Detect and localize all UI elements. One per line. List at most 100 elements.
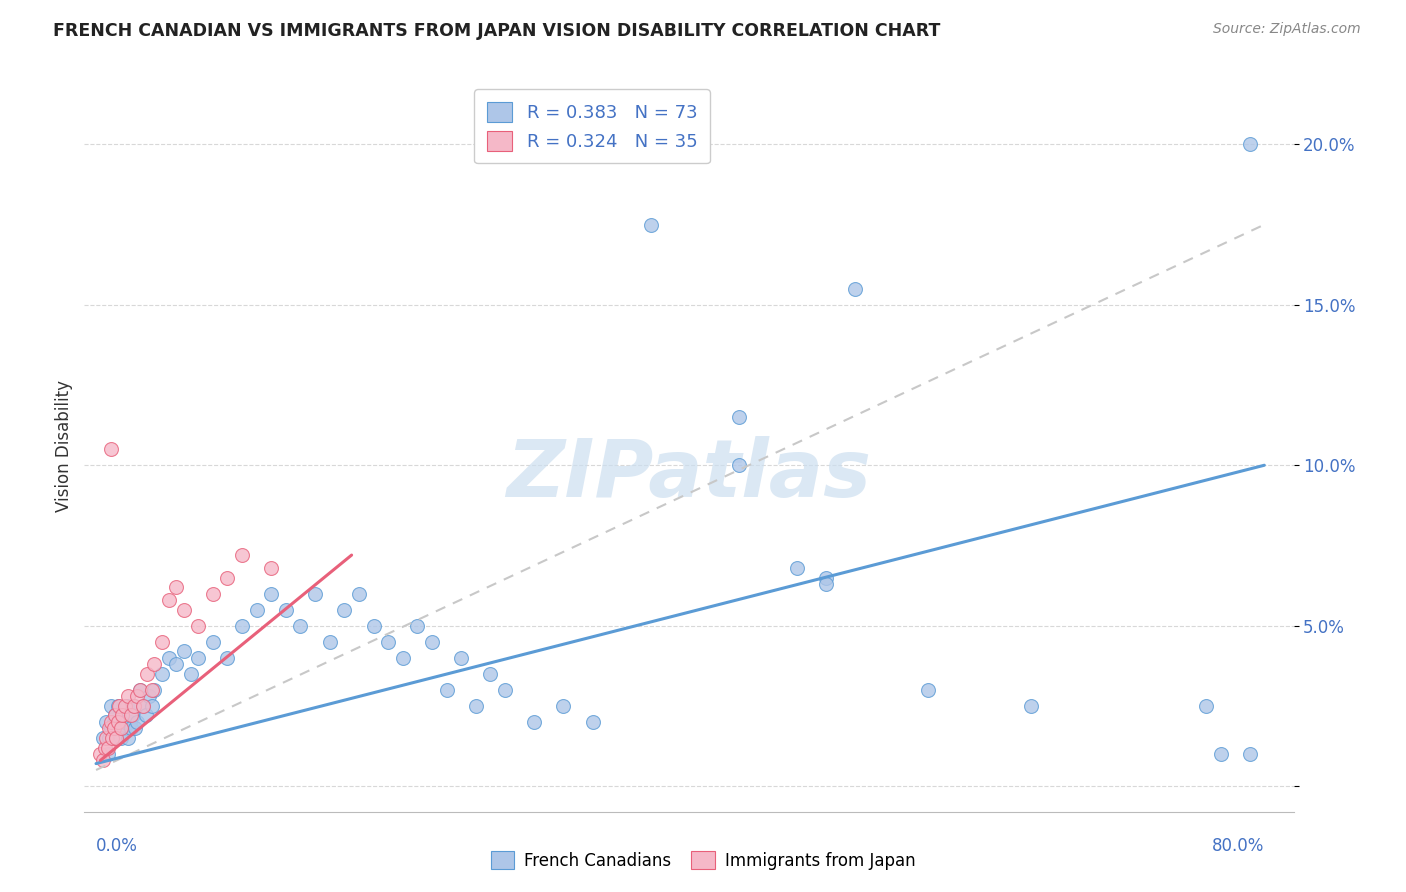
Point bbox=[100, 698, 122, 713]
Point bbox=[111, 708, 134, 723]
Point bbox=[420, 634, 443, 648]
Point bbox=[121, 708, 143, 723]
Point bbox=[98, 721, 121, 735]
Y-axis label: Vision Disability: Vision Disability bbox=[55, 380, 73, 512]
Point bbox=[165, 580, 187, 594]
Point bbox=[180, 666, 202, 681]
Point bbox=[100, 714, 122, 729]
Point bbox=[111, 708, 134, 723]
Point bbox=[112, 721, 135, 735]
Point bbox=[844, 282, 866, 296]
Point bbox=[98, 731, 121, 745]
Point bbox=[141, 682, 163, 697]
Point bbox=[114, 698, 136, 713]
Point bbox=[141, 698, 163, 713]
Legend: French Canadians, Immigrants from Japan: French Canadians, Immigrants from Japan bbox=[484, 845, 922, 877]
Point bbox=[201, 634, 224, 648]
Point bbox=[523, 714, 546, 729]
Text: FRENCH CANADIAN VS IMMIGRANTS FROM JAPAN VISION DISABILITY CORRELATION CHART: FRENCH CANADIAN VS IMMIGRANTS FROM JAPAN… bbox=[53, 22, 941, 40]
Point bbox=[125, 690, 148, 704]
Point bbox=[363, 618, 385, 632]
Point bbox=[815, 577, 838, 591]
Point bbox=[93, 753, 115, 767]
Point bbox=[132, 698, 155, 713]
Point bbox=[135, 708, 157, 723]
Point bbox=[494, 682, 516, 697]
Point bbox=[93, 731, 115, 745]
Point bbox=[104, 708, 127, 723]
Point bbox=[101, 731, 124, 745]
Point bbox=[94, 740, 117, 755]
Point bbox=[165, 657, 187, 672]
Point bbox=[187, 618, 209, 632]
Point bbox=[157, 593, 180, 607]
Point bbox=[96, 731, 118, 745]
Point bbox=[479, 666, 502, 681]
Point bbox=[107, 714, 129, 729]
Point bbox=[217, 650, 239, 665]
Point bbox=[143, 682, 166, 697]
Point bbox=[217, 570, 239, 584]
Point bbox=[173, 644, 195, 658]
Point bbox=[450, 650, 472, 665]
Point bbox=[173, 602, 195, 616]
Point bbox=[727, 410, 749, 425]
Point bbox=[104, 708, 127, 723]
Point bbox=[786, 561, 808, 575]
Point bbox=[1239, 747, 1261, 761]
Point bbox=[96, 714, 118, 729]
Point bbox=[97, 747, 120, 761]
Point bbox=[105, 731, 128, 745]
Point bbox=[553, 698, 575, 713]
Point bbox=[103, 721, 125, 735]
Point bbox=[108, 698, 131, 713]
Point bbox=[304, 586, 326, 600]
Point bbox=[333, 602, 356, 616]
Point bbox=[157, 650, 180, 665]
Point bbox=[318, 634, 340, 648]
Point bbox=[231, 618, 253, 632]
Point bbox=[108, 714, 131, 729]
Point bbox=[464, 698, 486, 713]
Point bbox=[132, 698, 155, 713]
Point bbox=[89, 747, 111, 761]
Point bbox=[107, 721, 129, 735]
Point bbox=[917, 682, 939, 697]
Text: Source: ZipAtlas.com: Source: ZipAtlas.com bbox=[1213, 22, 1361, 37]
Point bbox=[727, 458, 749, 473]
Point bbox=[260, 586, 283, 600]
Point bbox=[110, 731, 132, 745]
Point bbox=[120, 721, 142, 735]
Point bbox=[640, 218, 662, 232]
Point bbox=[136, 666, 159, 681]
Point bbox=[122, 698, 145, 713]
Point bbox=[150, 634, 173, 648]
Point bbox=[107, 698, 129, 713]
Point bbox=[110, 721, 132, 735]
Point bbox=[97, 740, 120, 755]
Point bbox=[120, 708, 142, 723]
Point bbox=[274, 602, 297, 616]
Point bbox=[1239, 137, 1261, 152]
Point bbox=[1195, 698, 1218, 713]
Point bbox=[201, 586, 224, 600]
Point bbox=[581, 714, 603, 729]
Text: 80.0%: 80.0% bbox=[1212, 838, 1264, 855]
Point bbox=[125, 714, 148, 729]
Point bbox=[187, 650, 209, 665]
Legend: R = 0.383   N = 73, R = 0.324   N = 35: R = 0.383 N = 73, R = 0.324 N = 35 bbox=[474, 89, 710, 163]
Point bbox=[347, 586, 370, 600]
Point bbox=[114, 714, 136, 729]
Point bbox=[436, 682, 458, 697]
Point bbox=[246, 602, 269, 616]
Point bbox=[103, 714, 125, 729]
Point bbox=[117, 690, 139, 704]
Point bbox=[377, 634, 399, 648]
Point bbox=[815, 570, 838, 584]
Point bbox=[1019, 698, 1042, 713]
Point bbox=[1209, 747, 1232, 761]
Point bbox=[122, 698, 145, 713]
Point bbox=[118, 714, 141, 729]
Point bbox=[138, 690, 160, 704]
Point bbox=[128, 682, 150, 697]
